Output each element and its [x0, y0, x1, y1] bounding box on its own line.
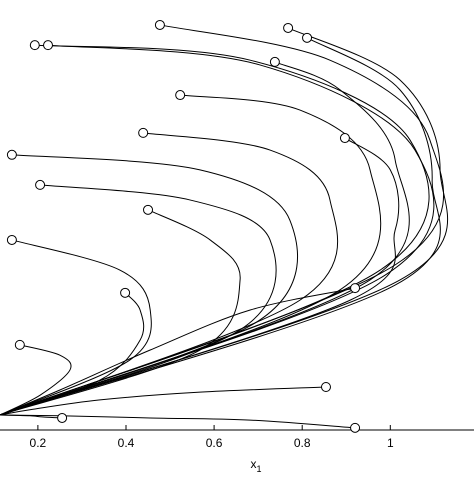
start-point: [302, 32, 313, 43]
x-axis-label: x1: [250, 457, 261, 474]
trajectory: [0, 184, 277, 416]
start-point: [283, 22, 294, 33]
trajectory: [0, 44, 430, 416]
start-point: [175, 90, 186, 101]
x-label-text: x: [250, 457, 256, 471]
trajectory: [0, 239, 152, 416]
start-point: [320, 382, 331, 392]
start-point: [29, 40, 40, 51]
start-point: [6, 149, 17, 160]
x-tick-label: 0.4: [118, 436, 135, 450]
x-tick-label: 0.8: [294, 436, 311, 450]
start-point: [35, 179, 46, 190]
start-point: [339, 133, 350, 144]
trajectory: [0, 24, 444, 416]
start-point: [154, 19, 165, 30]
trajectory: [0, 414, 63, 419]
trajectory: [0, 292, 145, 416]
start-point: [43, 40, 54, 51]
trajectory: [0, 154, 299, 416]
start-point: [350, 283, 361, 294]
x-tick-label: 0.6: [206, 436, 223, 450]
x-label-subscript: 1: [256, 464, 261, 474]
trajectory: [0, 287, 356, 416]
start-point: [143, 204, 154, 215]
start-point: [57, 412, 68, 423]
start-point: [6, 234, 17, 245]
start-point: [350, 422, 361, 433]
start-point: [120, 287, 131, 298]
trajectory: [0, 44, 435, 416]
x-tick-label: 0.2: [30, 436, 47, 450]
trajectory: [0, 414, 356, 429]
trajectory: [0, 137, 400, 416]
start-point: [138, 127, 149, 138]
trajectory: [0, 209, 241, 416]
trajectory: [0, 132, 339, 416]
trajectory: [0, 94, 382, 416]
trajectory: [0, 61, 410, 416]
start-point: [14, 339, 25, 350]
start-point: [269, 56, 280, 67]
x-tick-label: 1: [387, 436, 394, 450]
trajectory: [0, 386, 327, 416]
trajectory: [0, 344, 72, 416]
trajectory: [0, 37, 441, 416]
